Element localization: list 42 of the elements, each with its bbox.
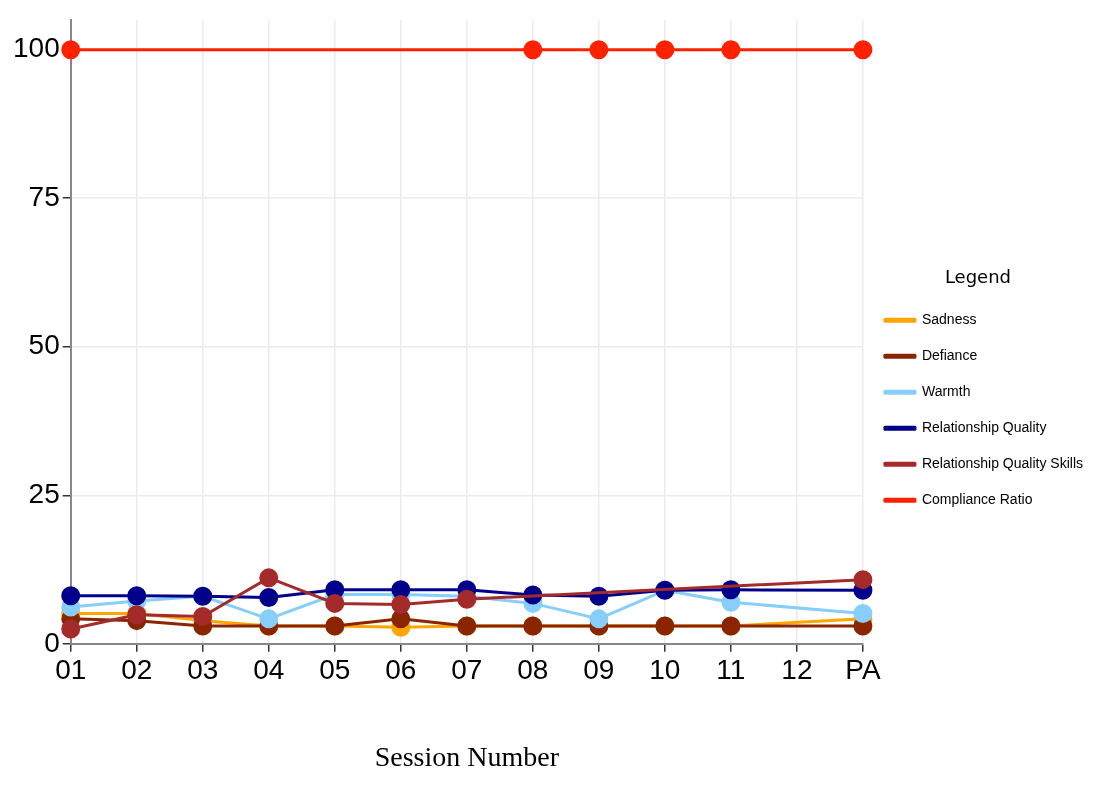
point <box>589 609 609 629</box>
point <box>61 619 81 639</box>
x-tick-label: 06 <box>385 654 417 686</box>
x-tick-label: 07 <box>451 654 483 686</box>
x-axis-title: Session Number <box>374 740 560 772</box>
y-tick-label: 25 <box>28 477 60 509</box>
legend-label: Relationship Quality <box>921 419 1047 436</box>
legend-label: Defiance <box>921 347 978 364</box>
point <box>61 40 81 60</box>
point <box>259 609 279 629</box>
point <box>391 595 411 615</box>
x-tick-label: 12 <box>781 654 813 686</box>
x-tick-label: 05 <box>319 654 351 686</box>
y-tick-label: 100 <box>13 32 60 64</box>
point <box>325 593 345 613</box>
point <box>853 604 873 623</box>
x-tick-label: 03 <box>187 654 219 686</box>
point <box>589 40 609 60</box>
x-tick-label: 08 <box>517 654 549 686</box>
x-tick-label: PA <box>845 654 881 686</box>
x-tick-label: 04 <box>253 654 285 686</box>
point <box>259 587 279 607</box>
x-tick-label: 09 <box>583 654 615 686</box>
legend-label: Sadness <box>921 311 977 328</box>
point <box>259 568 279 588</box>
point <box>61 586 81 606</box>
point <box>655 40 675 60</box>
point <box>721 40 741 60</box>
legend-title: Legend <box>944 266 1012 288</box>
x-tick-label: 11 <box>716 654 746 686</box>
point <box>127 586 147 606</box>
legend-label: Relationship Quality Skills <box>921 455 1084 472</box>
legend-label: Warmth <box>921 383 971 400</box>
point <box>853 40 873 60</box>
y-tick-label: 50 <box>28 329 60 361</box>
y-tick-label: 75 <box>28 180 60 212</box>
point <box>523 40 543 60</box>
point <box>853 570 873 590</box>
x-tick-label: 10 <box>649 654 681 686</box>
x-tick-label: 02 <box>121 654 153 686</box>
point <box>193 606 213 626</box>
legend-label: Compliance Ratio <box>921 491 1033 508</box>
